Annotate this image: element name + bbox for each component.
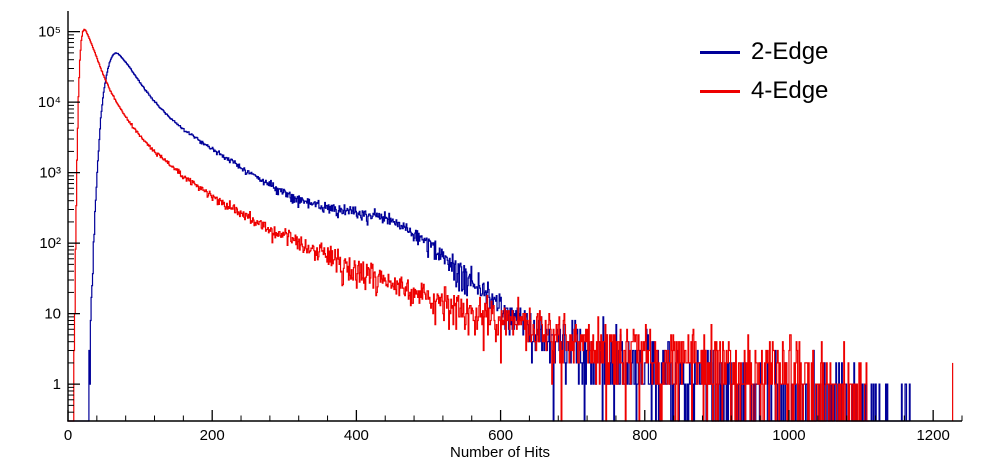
x-tick-label: 0 [64,427,72,444]
x-tick-label: 1000 [772,427,805,444]
y-tick-label: 10 [44,306,61,323]
legend-label-4edge: 4-Edge [751,77,829,104]
legend-line-4edge [700,89,740,93]
x-tick-label: 800 [632,427,657,444]
x-tick-label: 400 [344,427,369,444]
legend-line-2edge [700,50,740,54]
legend: 2-Edge 4-Edge [700,40,828,103]
y-tick-label: 10² [39,235,61,252]
legend-entry-4edge: 4-Edge [700,79,828,103]
legend-label-2edge: 2-Edge [751,38,829,65]
y-tick-label: 10³ [39,165,61,182]
x-tick-label: 200 [200,427,225,444]
y-tick-label: 10⁴ [38,94,61,111]
y-tick-label: 1 [53,376,61,393]
y-tick-label: 10⁵ [38,24,61,41]
x-tick-label: 1200 [916,427,949,444]
axes-layer: 0 200 400 600 800 1000 1200 1 10 10² 10³ 10⁴ 10⁵ [38,11,963,444]
legend-entry-2edge: 2-Edge [700,40,828,64]
x-tick-label: 600 [488,427,513,444]
x-axis-title: Number of Hits [450,444,550,461]
